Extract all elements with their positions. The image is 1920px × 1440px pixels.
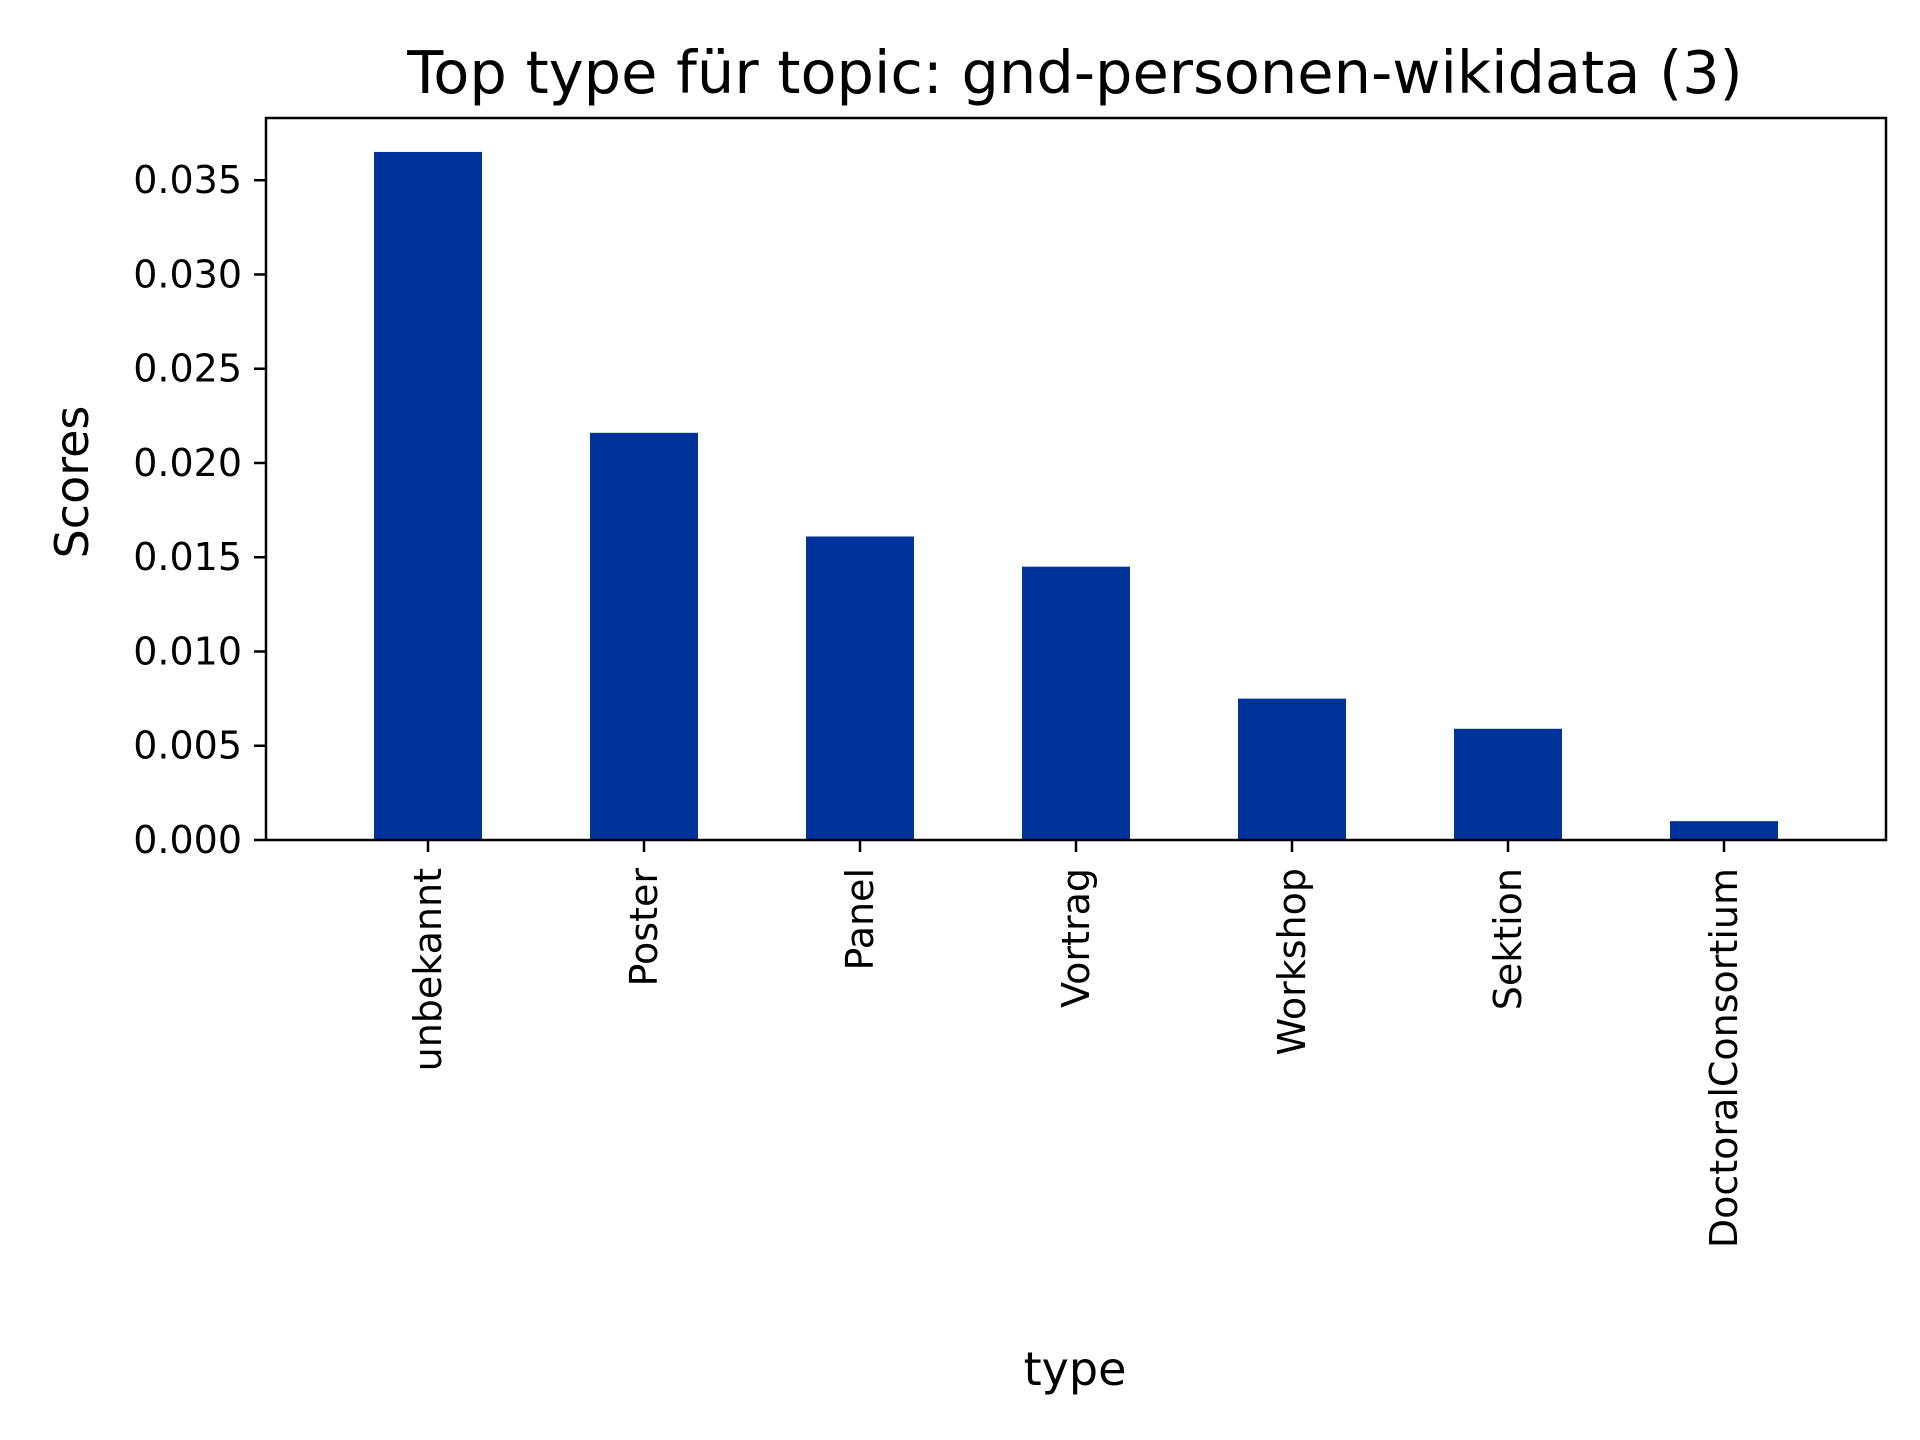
x-tick-label: Sektion <box>1486 868 1530 1010</box>
y-tick-label: 0.015 <box>133 535 242 579</box>
y-axis-label: Scores <box>45 406 99 559</box>
bars-group <box>374 151 1778 840</box>
plot-frame <box>264 116 1888 842</box>
x-axis-ticks: unbekannt Poster Panel Vortrag Workshop Sekti… <box>406 840 1746 1248</box>
bar-sektion <box>1454 728 1562 840</box>
y-axis-ticks: 0.000 0.005 0.010 0.015 0.020 0.025 0.030 0.035 <box>133 158 266 862</box>
y-tick-label: 0.035 <box>133 158 242 202</box>
x-tick-label: Poster <box>622 868 666 987</box>
x-tick-label: Vortrag <box>1054 868 1098 1008</box>
bar-vortrag <box>1022 566 1130 840</box>
bar-workshop <box>1238 698 1346 840</box>
y-tick-label: 0.000 <box>133 818 242 862</box>
y-tick-label: 0.010 <box>133 629 242 673</box>
chart-title: Top type für topic: gnd-personen-wikidat… <box>406 38 1742 107</box>
bar-unbekannt <box>374 151 482 840</box>
y-tick-label: 0.020 <box>133 441 242 485</box>
x-tick-label: DoctoralConsortium <box>1702 868 1746 1248</box>
x-tick-label: Panel <box>838 868 882 971</box>
bar-doctoralconsortium <box>1670 821 1778 840</box>
x-tick-label: Workshop <box>1270 868 1314 1055</box>
y-tick-label: 0.025 <box>133 347 242 391</box>
y-tick-label: 0.005 <box>133 724 242 768</box>
bar-panel <box>806 536 914 840</box>
bar-poster <box>590 432 698 840</box>
y-tick-label: 0.030 <box>133 252 242 296</box>
x-axis-label: type <box>1024 1342 1127 1396</box>
x-tick-label: unbekannt <box>406 868 450 1071</box>
